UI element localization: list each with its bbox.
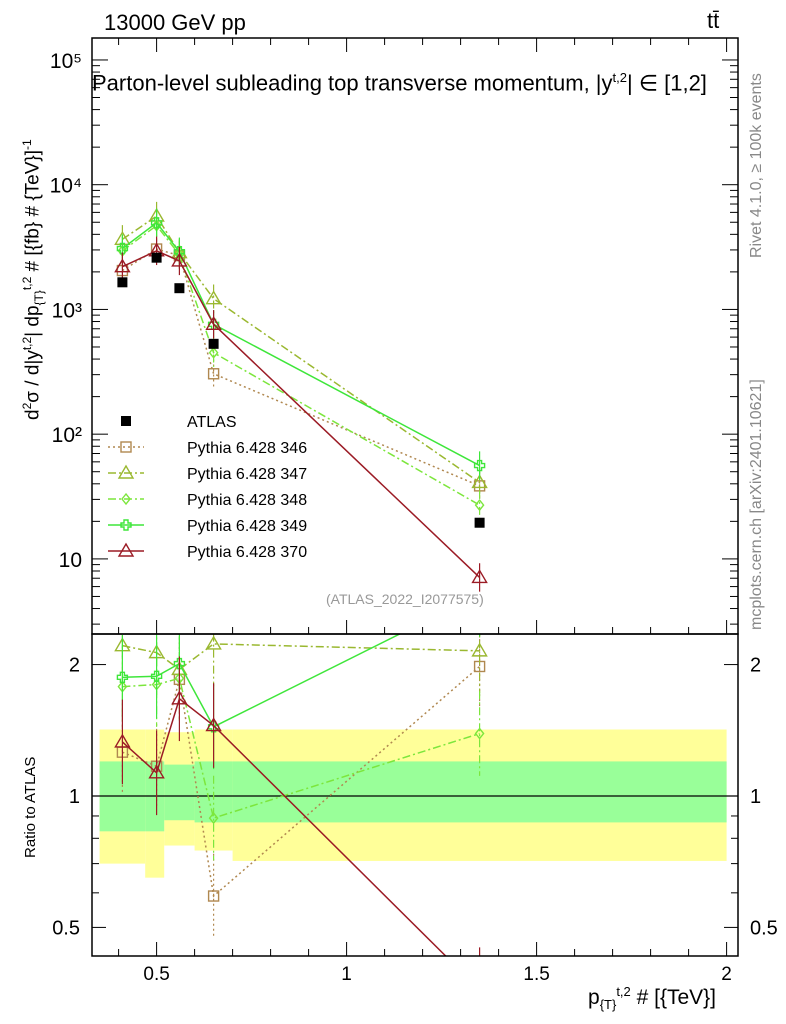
- s347-ratio-point: [205, 635, 222, 650]
- legend-label: ATLAS: [187, 414, 237, 431]
- s370-point: [171, 252, 188, 267]
- legend-marker: [121, 416, 131, 426]
- y-tick-label-ratio-right: 1: [750, 786, 761, 808]
- s370-point: [205, 315, 222, 331]
- legend-label: Pythia 6.428 348: [187, 492, 307, 509]
- s347-point: [471, 474, 488, 489]
- x-tick-label: 2: [721, 964, 732, 985]
- y-tick-label-ratio: 1: [69, 786, 80, 808]
- legend-marker: [120, 441, 132, 453]
- legend-label: Pythia 6.428 370: [187, 544, 307, 561]
- y-tick-label-main: 10³: [52, 299, 82, 322]
- legend-item: Pythia 6.428 348: [108, 492, 307, 509]
- s346-point: [207, 368, 220, 380]
- x-tick-label: 0.5: [143, 964, 169, 985]
- main-panel-data: [114, 201, 488, 592]
- legend-item: ATLAS: [121, 414, 237, 431]
- s349-ratio-point: [116, 671, 129, 684]
- s348-ratio-point: [208, 811, 219, 825]
- s349-ratio-point: [207, 721, 220, 733]
- plot-title: Parton-level subleading top transverse m…: [92, 70, 707, 96]
- s370-ratio-point: [171, 690, 188, 705]
- atlas-data-point: [174, 283, 185, 294]
- process-label: tt̄: [707, 8, 720, 33]
- uncertainty-band-inner: [232, 761, 727, 823]
- atlas-data-point: [474, 517, 485, 528]
- legend-item: Pythia 6.428 349: [108, 518, 307, 535]
- s348-line-ratio: [122, 677, 480, 820]
- rivet-label: Rivet 4.1.0, ≥ 100k events: [748, 73, 765, 258]
- x-tick-label: 1.5: [523, 964, 549, 985]
- s349-point: [473, 459, 486, 472]
- s347-line-ratio: [122, 643, 480, 671]
- s370-ratio-point: [205, 717, 222, 732]
- ratio-panel-data: [92, 634, 738, 995]
- s347-point: [205, 290, 222, 305]
- s348-point: [474, 498, 485, 512]
- s348-point: [208, 346, 219, 359]
- legend-item: Pythia 6.428 370: [108, 542, 307, 561]
- y-axis-label-ratio: Ratio to ATLAS: [22, 756, 39, 858]
- y-tick-label-main: 10²: [52, 424, 82, 447]
- y-tick-label-main: 10⁴: [50, 175, 82, 198]
- s347-ratio-point: [471, 642, 488, 657]
- energy-label: 13000 GeV pp: [104, 10, 246, 35]
- legend-marker: [117, 464, 135, 479]
- legend-label: Pythia 6.428 347: [187, 466, 307, 483]
- s349-ratio-point: [173, 657, 186, 670]
- analysis-id: (ATLAS_2022_I2077575): [326, 591, 484, 607]
- s370-point: [471, 569, 488, 584]
- legend-item: Pythia 6.428 346: [108, 440, 307, 457]
- y-tick-label-main: 10⁵: [50, 50, 82, 73]
- s349-point: [116, 242, 129, 255]
- s346-ratio-point: [207, 890, 220, 902]
- y-tick-label-ratio: 2: [69, 655, 80, 677]
- legend-label: Pythia 6.428 346: [187, 440, 307, 457]
- s349-line-ratio: [122, 634, 402, 728]
- mcplots-label: mcplots.cern.ch [arXiv:2401.10621]: [748, 379, 765, 630]
- atlas-data-point: [208, 338, 219, 349]
- atlas-data-point: [117, 277, 128, 288]
- x-axis-label: p{T}t,2 # [{TeV}]: [588, 984, 717, 1013]
- legend-marker: [120, 519, 132, 531]
- uncertainty-band-inner: [164, 764, 195, 821]
- x-tick-label: 1: [341, 964, 352, 985]
- y-axis-label-main: d2σ / d|yt,2| dp{T}t,2 # [{fb} # {TeV}]-…: [20, 139, 47, 420]
- s349-point: [150, 217, 163, 229]
- legend-marker: [117, 542, 135, 557]
- y-tick-label-main: 10: [59, 549, 82, 572]
- atlas-data-point: [151, 252, 162, 263]
- y-tick-label-ratio-right: 0.5: [750, 917, 778, 939]
- ratio-frame: [91, 633, 739, 957]
- legend-label: Pythia 6.428 349: [187, 518, 307, 535]
- y-tick-label-ratio: 0.5: [52, 917, 80, 939]
- legend-item: Pythia 6.428 347: [108, 464, 307, 483]
- s348-ratio-point: [474, 727, 485, 740]
- s370-point: [114, 258, 131, 273]
- s370-ratio-point: [148, 764, 165, 779]
- y-tick-label-ratio-right: 2: [750, 655, 761, 677]
- s370-ratio-point: [473, 983, 487, 995]
- legend-marker: [121, 492, 131, 506]
- s349-ratio-point: [150, 670, 163, 683]
- s348-line-main: [121, 224, 480, 506]
- s370-ratio-point: [114, 733, 131, 748]
